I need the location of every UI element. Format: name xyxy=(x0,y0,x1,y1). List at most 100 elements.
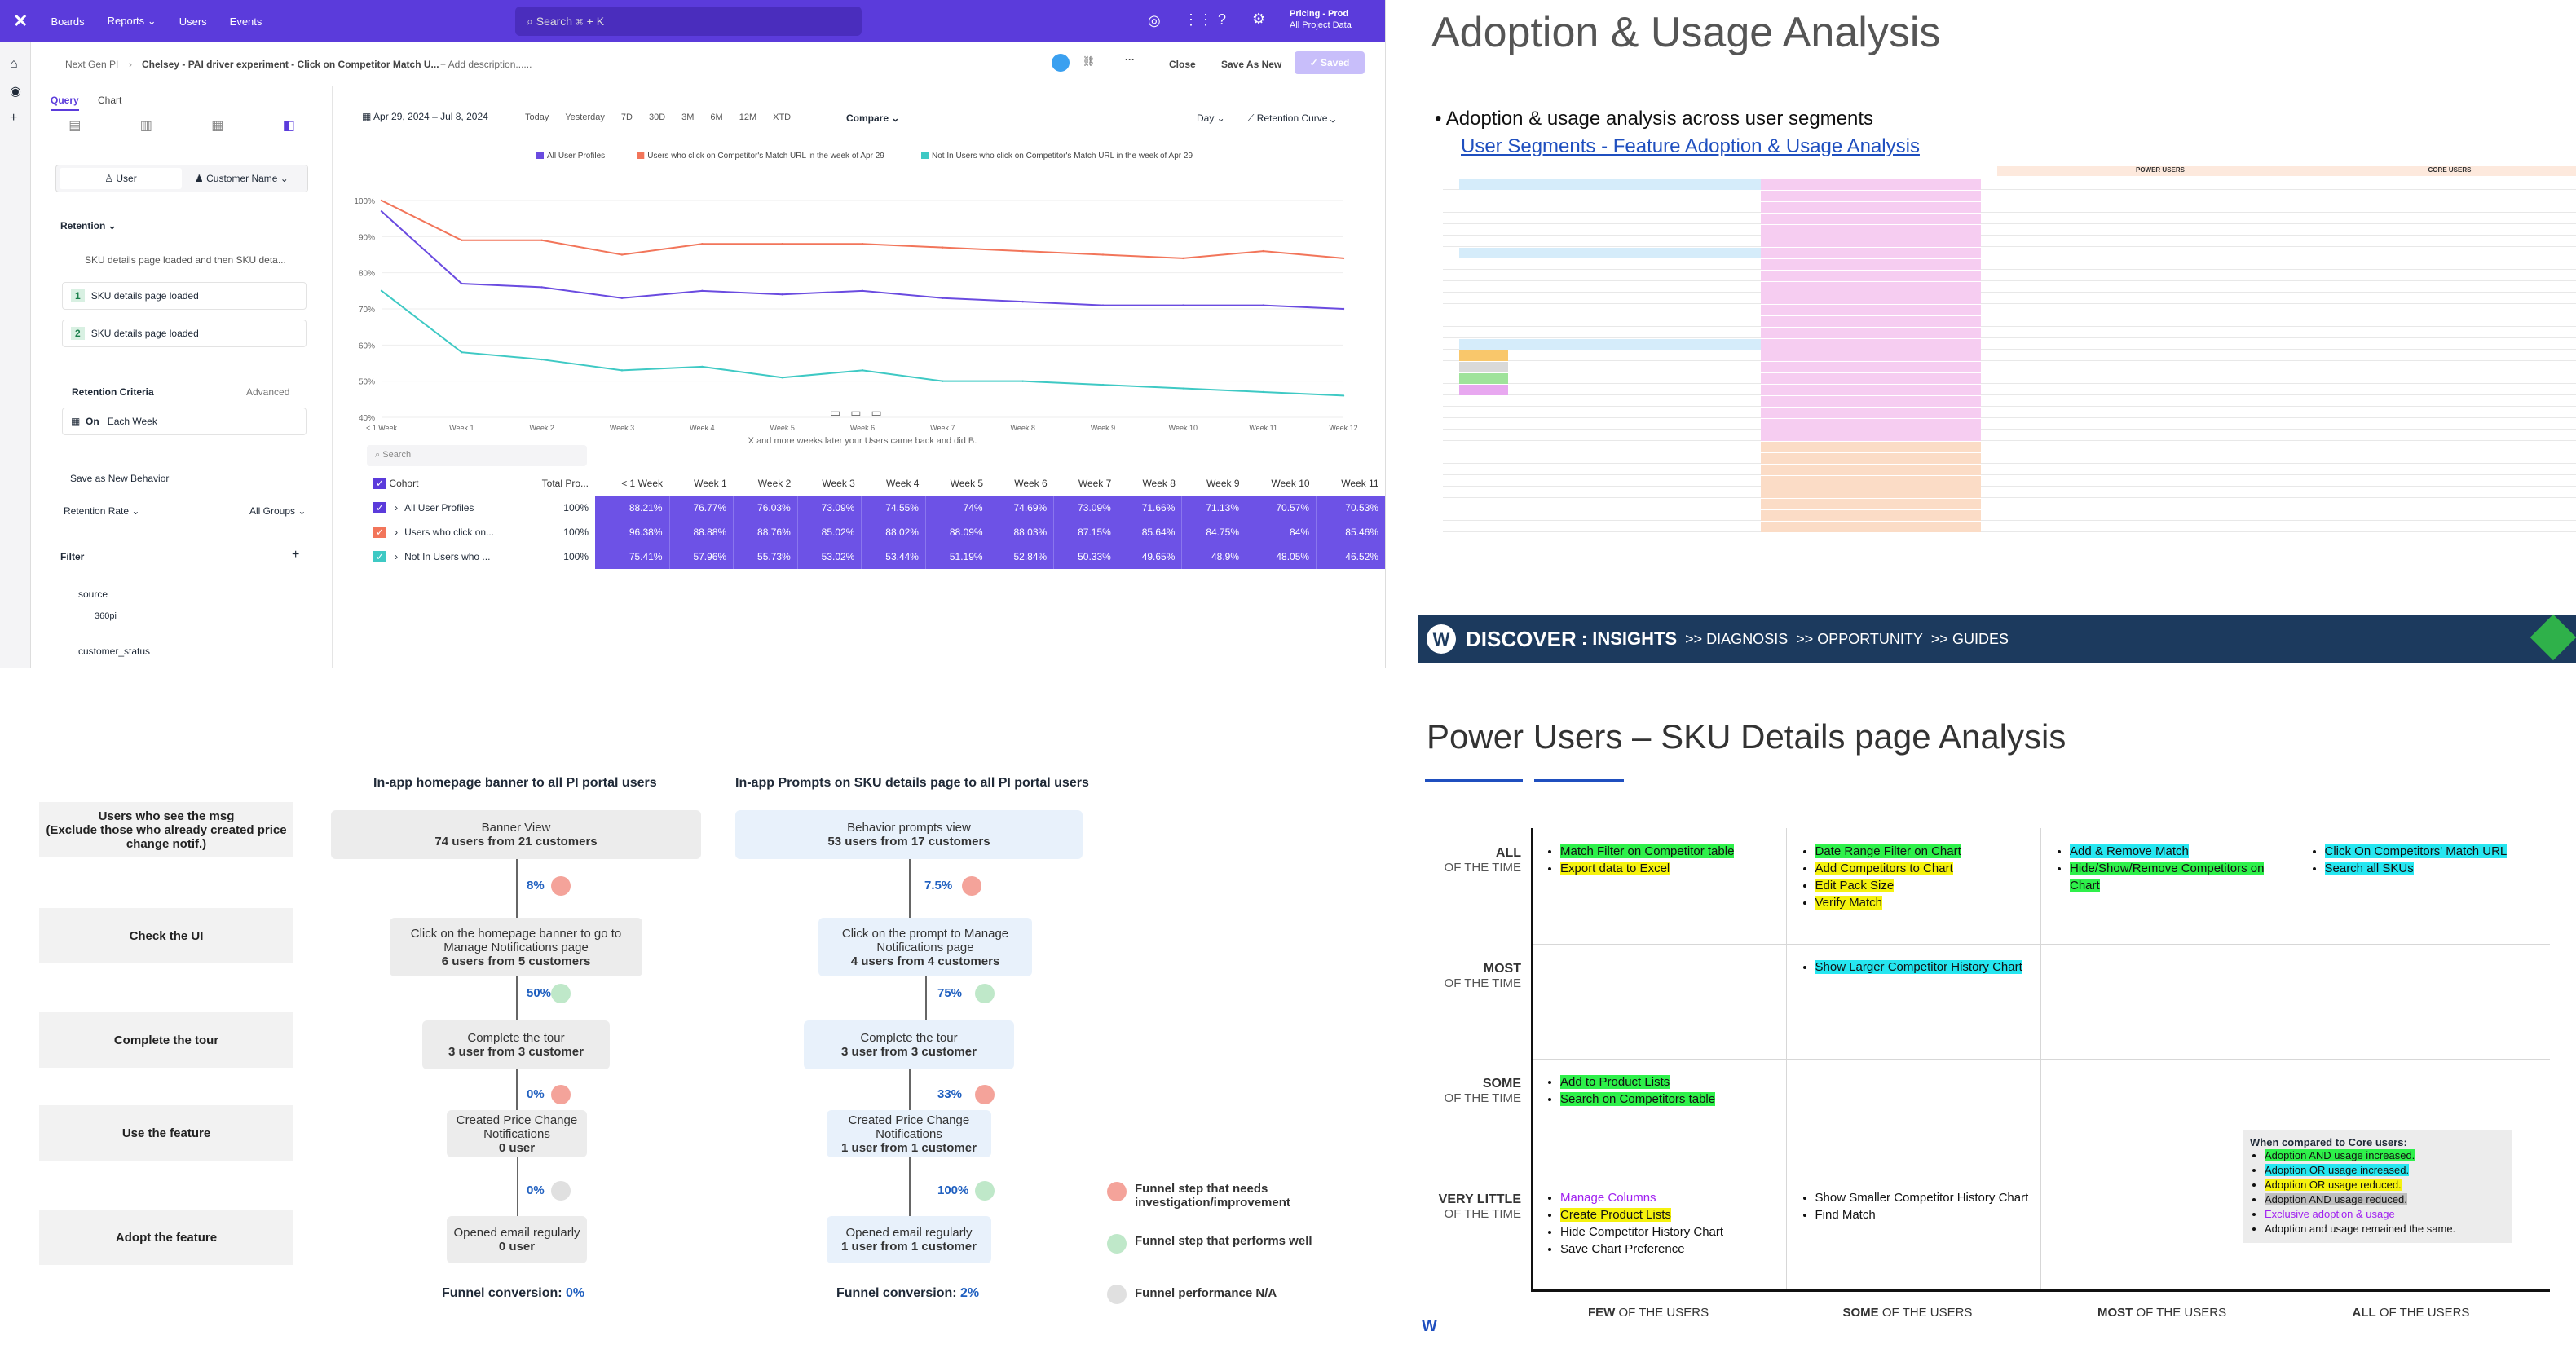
total-header[interactable]: Total Pro... xyxy=(541,478,589,489)
week-header[interactable]: Week 11 xyxy=(1341,478,1379,489)
week-header[interactable]: Week 9 xyxy=(1206,478,1240,489)
segment-customer[interactable]: ♟ Customer Name ⌄ xyxy=(195,173,289,184)
compass-icon[interactable]: ◉ xyxy=(10,85,21,99)
week-header[interactable]: Week 6 xyxy=(1014,478,1048,489)
nav-reports[interactable]: Reports ⌄ xyxy=(108,15,157,28)
retention-section-label[interactable]: Retention ⌄ xyxy=(60,220,117,231)
retention-cell: 85.02% xyxy=(797,520,862,544)
cohort-header[interactable]: ✓ Cohort xyxy=(367,471,505,496)
step-1[interactable]: 1 SKU details page loaded xyxy=(62,282,307,310)
retention-cell: 74.55% xyxy=(861,496,926,520)
data-point xyxy=(1021,380,1024,382)
add-description[interactable]: + Add description...... xyxy=(440,59,532,70)
compare-dropdown[interactable]: Compare ⌄ xyxy=(846,112,900,124)
week-header[interactable]: Week 1 xyxy=(694,478,727,489)
link-icon[interactable]: ⛓ xyxy=(1083,55,1096,67)
interval-dropdown[interactable]: Day ⌄ xyxy=(1197,112,1225,124)
col-label-small: OF THE USERS xyxy=(1615,1306,1709,1320)
checkbox-icon[interactable]: ✓ xyxy=(373,527,387,538)
table-row[interactable]: ✓ › All User Profiles 100% 88.21% 76.77% 76.03… xyxy=(367,496,1385,520)
range-7d[interactable]: 7D xyxy=(620,112,633,122)
segment-user[interactable]: ♙ User xyxy=(60,168,182,189)
insights-icon[interactable]: ▤ xyxy=(68,119,82,133)
filter-customer-status[interactable]: customer_status xyxy=(78,646,151,657)
week-header[interactable]: Week 5 xyxy=(950,478,984,489)
report-title[interactable]: Chelsey - PAI driver experiment - Click … xyxy=(142,59,439,70)
project-switcher[interactable]: Pricing - Prod All Project Data xyxy=(1290,8,1352,31)
filter-source-value[interactable]: 360pi xyxy=(95,611,117,621)
week-header[interactable]: Week 8 xyxy=(1142,478,1176,489)
breadcrumb-root[interactable]: Next Gen PI xyxy=(65,59,119,70)
more-icon[interactable]: ··· xyxy=(1125,54,1135,65)
funnel-icon[interactable]: ▦ xyxy=(211,119,224,133)
week-header[interactable]: Week 7 xyxy=(1078,478,1112,489)
help-icon[interactable]: ? xyxy=(1218,11,1227,28)
date-picker[interactable]: ▦ Apr 29, 2024 – Jul 8, 2024 xyxy=(362,111,488,122)
table-row[interactable]: ✓ › Not In Users who ... 100% 75.41% 57.96% 55… xyxy=(367,544,1385,569)
gear-icon[interactable]: ⚙ xyxy=(1252,11,1266,27)
legend-label: Adoption OR usage increased. xyxy=(2265,1164,2410,1176)
expand-icon[interactable]: › xyxy=(395,502,399,513)
range-6m[interactable]: 6M xyxy=(710,112,723,122)
close-button[interactable]: Close xyxy=(1169,59,1196,70)
range-yesterday[interactable]: Yesterday xyxy=(565,112,605,122)
table-row[interactable]: ✓ › Users who click on... 100% 96.38% 88.88% 8… xyxy=(367,520,1385,544)
saved-button[interactable]: ✓ Saved xyxy=(1295,51,1365,74)
retention-rate-dropdown[interactable]: Retention Rate ⌄ xyxy=(64,505,140,517)
week-header[interactable]: < 1 Week xyxy=(621,478,664,489)
home-icon[interactable]: ⌂ xyxy=(10,57,18,71)
advanced-toggle[interactable]: Advanced xyxy=(246,386,290,398)
all-groups-dropdown[interactable]: All Groups ⌄ xyxy=(249,505,307,517)
step-2[interactable]: 2 SKU details page loaded xyxy=(62,320,307,347)
range-30d[interactable]: 30D xyxy=(648,112,666,122)
report-header: Next Gen PI › Chelsey - PAI driver exper… xyxy=(31,42,1385,86)
cohort-header-label: Cohort xyxy=(389,478,419,489)
apps-grid-icon[interactable]: ⋮⋮ xyxy=(1184,11,1213,28)
sheet-seg-block xyxy=(1459,248,1761,258)
week-header[interactable]: Week 3 xyxy=(822,478,855,489)
range-3m[interactable]: 3M xyxy=(681,112,695,122)
plus-icon[interactable]: + xyxy=(10,111,18,125)
step-conversion: 0% xyxy=(527,1087,545,1101)
nav-users[interactable]: Users xyxy=(179,15,207,28)
retention-cell: 48.05% xyxy=(1246,544,1317,569)
sheet-row xyxy=(1443,248,2576,258)
line-view-icon[interactable]: ▭ xyxy=(830,406,841,419)
nav-boards[interactable]: Boards xyxy=(51,15,85,28)
sheet-event-cell xyxy=(1761,419,1981,430)
chart-type-dropdown[interactable]: ⟋ Retention Curve ⌄ xyxy=(1247,112,1336,124)
tab-chart[interactable]: Chart xyxy=(98,95,122,106)
segments-link[interactable]: User Segments - Feature Adoption & Usage… xyxy=(1461,135,1920,157)
database-icon[interactable]: ◎ xyxy=(1148,12,1161,29)
week-header[interactable]: Week 10 xyxy=(1271,478,1310,489)
range-today[interactable]: Today xyxy=(525,112,549,122)
checkbox-icon[interactable]: ✓ xyxy=(373,502,387,513)
week-header[interactable]: Week 2 xyxy=(757,478,792,489)
checkbox-icon[interactable]: ✓ xyxy=(373,551,387,562)
week-header[interactable]: Week 4 xyxy=(886,478,920,489)
retention-behavior-title[interactable]: SKU details page loaded and then SKU det… xyxy=(85,254,286,266)
sheet-event-cell xyxy=(1761,476,1981,487)
retention-icon[interactable]: ◧ xyxy=(282,119,295,133)
bar-view-icon[interactable]: ▭ xyxy=(850,406,862,419)
global-search[interactable]: ⌕ Search ⌘ + K xyxy=(515,7,862,36)
filter-source[interactable]: source xyxy=(78,588,108,600)
app-logo-icon[interactable]: ✕ xyxy=(13,11,29,31)
criteria-row[interactable]: ▦ On Each Week xyxy=(62,408,307,435)
table-search[interactable]: ⌕ Search xyxy=(367,445,587,466)
save-as-new-button[interactable]: Save As New xyxy=(1221,59,1282,70)
save-behavior-button[interactable]: Save as New Behavior xyxy=(70,473,170,484)
table-view-icon[interactable]: ▭ xyxy=(871,406,882,419)
expand-icon[interactable]: › xyxy=(395,551,399,562)
range-12m[interactable]: 12M xyxy=(739,112,757,122)
tab-query[interactable]: Query xyxy=(51,95,79,111)
nav-events[interactable]: Events xyxy=(229,15,262,28)
nav-reports-label: Reports xyxy=(107,15,145,27)
x-tick-label: Week 9 xyxy=(1091,424,1115,432)
bar-chart-icon[interactable]: ▥ xyxy=(139,119,152,133)
range-xtd[interactable]: XTD xyxy=(773,112,792,122)
add-filter-icon[interactable]: + xyxy=(292,548,300,562)
cell-item-text: Show Larger Competitor History Chart xyxy=(1815,959,2022,974)
step-count: 1 user from 1 customer xyxy=(841,1140,977,1155)
expand-icon[interactable]: › xyxy=(395,527,399,538)
